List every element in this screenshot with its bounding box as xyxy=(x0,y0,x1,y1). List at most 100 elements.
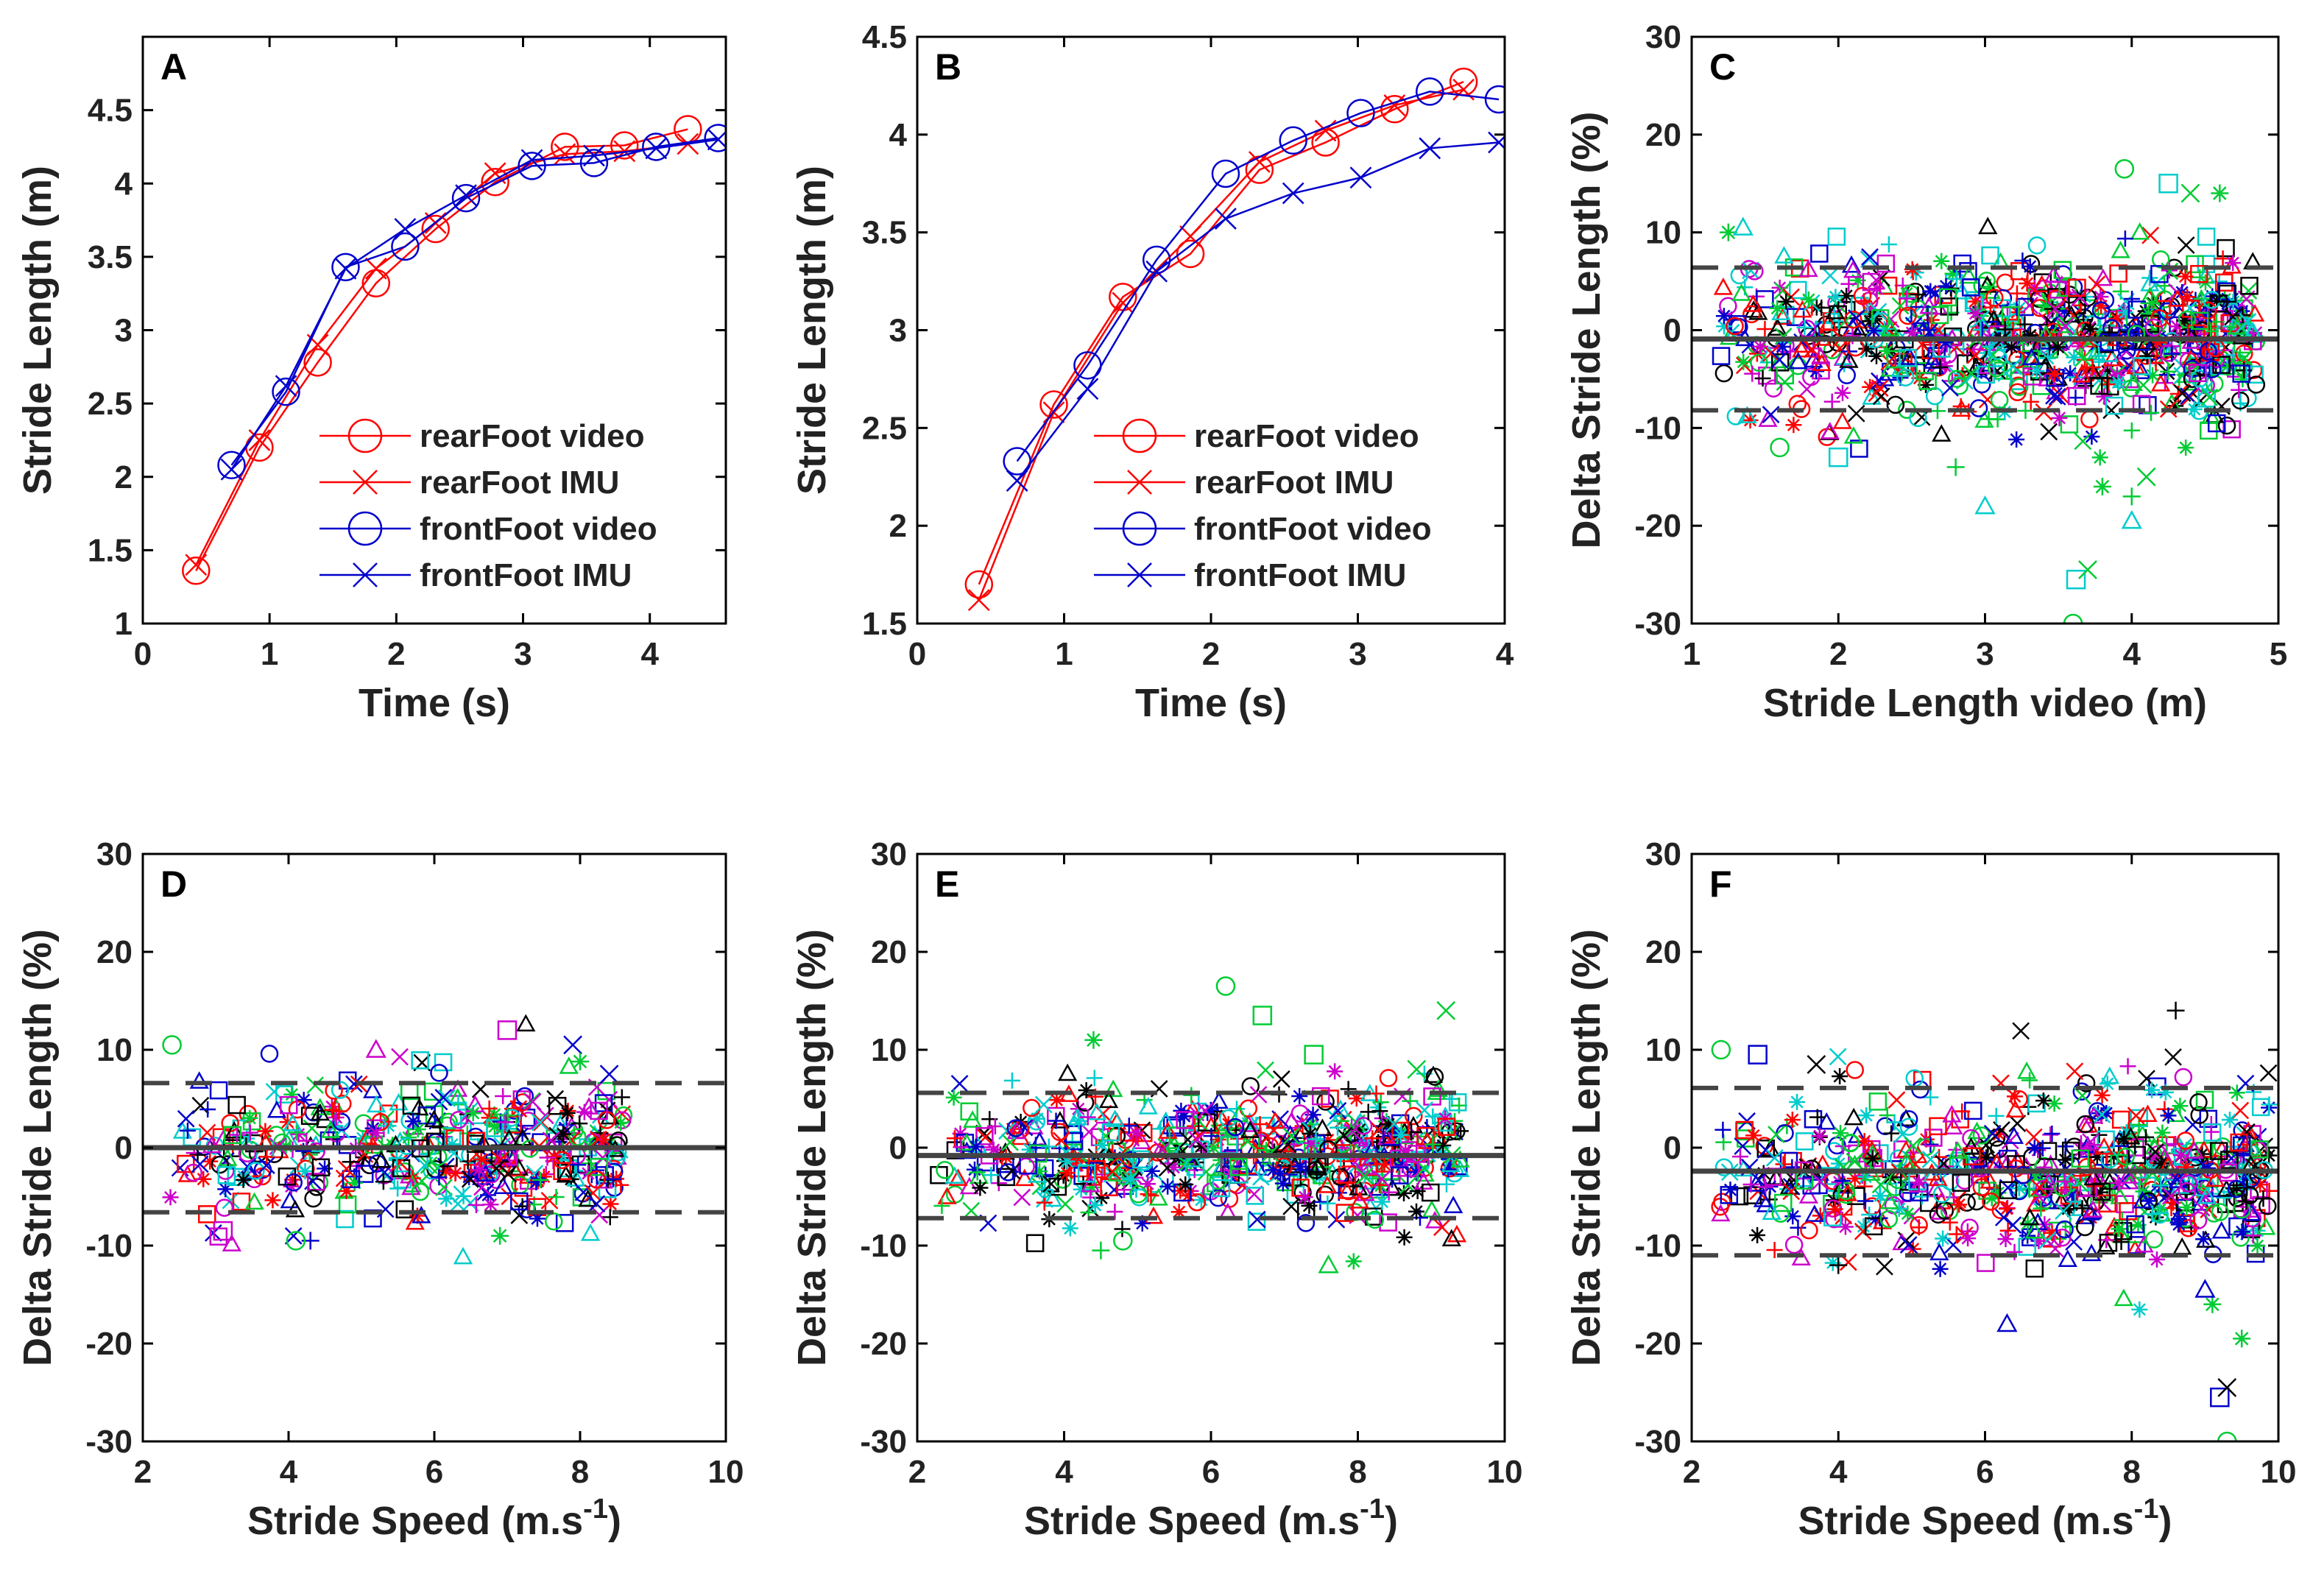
data-point xyxy=(1388,1126,1405,1142)
data-point xyxy=(1050,1123,1069,1142)
data-point xyxy=(1841,255,1862,273)
data-point xyxy=(1087,1197,1103,1214)
data-point xyxy=(1830,313,1847,330)
data-point xyxy=(1771,353,1790,372)
data-point xyxy=(1159,1178,1176,1195)
data-point xyxy=(295,1092,312,1109)
data-point xyxy=(2138,1104,2158,1123)
data-point xyxy=(2030,1232,2047,1249)
data-point xyxy=(1750,353,1768,372)
y-tick-label: 20 xyxy=(1645,934,1681,970)
data-point xyxy=(533,1113,551,1131)
data-point xyxy=(2086,1193,2105,1212)
data-point xyxy=(209,1227,228,1246)
data-point xyxy=(1014,1168,1034,1187)
data-point xyxy=(2164,1194,2181,1211)
data-point xyxy=(2261,1147,2278,1164)
data-point xyxy=(2141,1193,2158,1210)
data-point xyxy=(1029,1110,1045,1127)
data-point xyxy=(1331,1168,1350,1187)
data-point xyxy=(2012,1022,2030,1040)
data-point xyxy=(1183,1087,1200,1104)
data-point xyxy=(1962,364,1980,382)
data-point xyxy=(1834,384,1851,401)
data-point xyxy=(1042,1175,1060,1193)
data-point xyxy=(1058,1063,1078,1081)
data-point xyxy=(1800,1221,1818,1240)
data-point xyxy=(2074,349,2092,367)
data-point xyxy=(278,1167,297,1186)
data-point xyxy=(2205,1204,2223,1223)
data-point xyxy=(1972,1178,1991,1196)
data-point xyxy=(1954,1103,1971,1120)
data-point xyxy=(1188,1131,1207,1149)
y-tick-label: 3 xyxy=(115,313,133,349)
data-point xyxy=(1261,1155,1278,1172)
y-tick-label: 20 xyxy=(871,934,907,970)
data-point xyxy=(2105,1148,2122,1165)
data-point xyxy=(1999,1201,2016,1218)
data-point xyxy=(1358,1172,1378,1190)
data-point xyxy=(579,149,609,177)
data-point xyxy=(2211,1203,2229,1221)
data-point xyxy=(2160,363,2177,380)
data-point xyxy=(1355,1167,1374,1185)
data-point xyxy=(2199,1109,2217,1129)
data-point xyxy=(2197,1186,2217,1204)
y-tick-label: 4 xyxy=(889,117,908,153)
data-point xyxy=(1983,1124,2002,1143)
data-point xyxy=(1967,305,1984,322)
data-point xyxy=(1988,342,2007,360)
data-point xyxy=(1910,1216,1928,1235)
data-point xyxy=(2067,389,2084,406)
legend-marker xyxy=(353,562,378,587)
data-point xyxy=(2139,1192,2158,1210)
data-point xyxy=(1274,1157,1293,1176)
data-point xyxy=(486,1119,504,1137)
data-point xyxy=(1368,1085,1385,1102)
data-point xyxy=(554,143,576,166)
data-point xyxy=(2097,1130,2115,1149)
outlier-point xyxy=(571,1052,589,1070)
data-point xyxy=(1048,1092,1065,1109)
data-point xyxy=(1827,289,1844,306)
data-point xyxy=(2022,367,2041,386)
data-point xyxy=(1854,1222,1872,1240)
data-point xyxy=(283,1113,303,1131)
x-tick-label: 4 xyxy=(2123,636,2141,672)
series-line xyxy=(1016,141,1500,481)
data-point xyxy=(216,1162,235,1180)
data-point xyxy=(241,1109,258,1126)
data-point xyxy=(1319,1195,1336,1212)
data-point xyxy=(2199,1159,2216,1176)
data-point xyxy=(1316,1185,1335,1204)
data-point xyxy=(1186,1162,1203,1179)
data-point xyxy=(2094,1087,2111,1104)
data-point xyxy=(1076,378,1099,400)
data-point xyxy=(1187,1154,1204,1170)
data-point xyxy=(470,1162,487,1179)
data-point xyxy=(969,1164,986,1181)
data-point xyxy=(986,1118,1003,1135)
panel-letter: F xyxy=(1709,864,1732,905)
data-point xyxy=(1730,1187,1749,1206)
data-point xyxy=(400,1081,419,1101)
data-point xyxy=(1749,1226,1766,1243)
legend-label: rearFoot video xyxy=(1194,418,1419,454)
data-point xyxy=(1942,1105,1962,1123)
data-point xyxy=(2212,356,2231,374)
data-point xyxy=(2091,449,2108,466)
data-point xyxy=(1333,1112,1350,1129)
data-point xyxy=(1394,1157,1411,1173)
data-point xyxy=(1752,338,1769,355)
data-point xyxy=(2144,1206,2161,1223)
data-point xyxy=(2242,1203,2261,1221)
data-point xyxy=(1843,426,1864,444)
data-point xyxy=(1804,1204,1825,1222)
data-point xyxy=(2197,227,2216,246)
outlier-point xyxy=(1829,1256,1848,1274)
data-point xyxy=(229,1126,246,1143)
data-point xyxy=(2039,350,2056,367)
data-point xyxy=(1973,276,1991,295)
